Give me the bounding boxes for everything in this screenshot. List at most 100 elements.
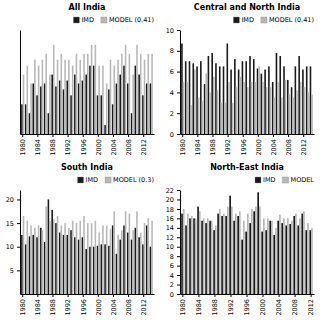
y-tick: 0 bbox=[170, 131, 180, 139]
bar bbox=[63, 235, 65, 294]
y-axis-line bbox=[180, 191, 181, 295]
bar bbox=[245, 61, 247, 134]
bar bbox=[304, 87, 306, 134]
bar bbox=[305, 230, 307, 294]
bar bbox=[38, 225, 40, 294]
bar bbox=[53, 219, 55, 294]
x-tick: 1992 bbox=[227, 294, 235, 316]
bar bbox=[108, 246, 110, 294]
y-tick: 16 bbox=[166, 215, 180, 223]
bar bbox=[225, 216, 227, 294]
bar bbox=[108, 89, 110, 134]
bar bbox=[204, 84, 206, 134]
x-tick: 1984 bbox=[34, 294, 42, 316]
y-tick-mark bbox=[177, 209, 180, 210]
bar bbox=[224, 103, 226, 134]
x-tick-mark bbox=[143, 294, 144, 297]
bar bbox=[227, 207, 229, 294]
bar bbox=[144, 60, 146, 134]
y-tick-mark bbox=[177, 51, 180, 52]
x-tick-mark bbox=[303, 134, 304, 137]
bar bbox=[203, 218, 205, 294]
bar bbox=[29, 113, 31, 134]
bar bbox=[211, 53, 213, 134]
bar bbox=[253, 211, 255, 294]
x-tick-label: 2000 bbox=[95, 139, 103, 156]
legend-item: MODEL (0.3) bbox=[105, 176, 154, 184]
x-tick-label: 2008 bbox=[125, 139, 133, 156]
bar bbox=[189, 218, 191, 294]
plot-area: 1980198419881992199620002004200820125101… bbox=[6, 191, 155, 316]
y-tick: 20 bbox=[166, 196, 180, 204]
bars bbox=[181, 44, 313, 134]
x-tick: 2004 bbox=[270, 134, 278, 156]
bars bbox=[21, 45, 153, 134]
x-tick-mark bbox=[22, 134, 23, 137]
x-tick: 2004 bbox=[275, 294, 283, 316]
bar bbox=[72, 66, 74, 134]
x-tick-label: 1988 bbox=[49, 139, 57, 156]
bar bbox=[144, 223, 146, 294]
legend-item: MODEL (0.41) bbox=[261, 16, 314, 24]
x-tick-label: 1984 bbox=[194, 139, 202, 156]
y-tick-label: 5 bbox=[10, 267, 14, 275]
bar bbox=[25, 104, 27, 134]
x-tick-label: 2004 bbox=[110, 139, 118, 156]
x-tick-mark bbox=[279, 294, 280, 297]
bar bbox=[232, 103, 234, 134]
x-tick-mark bbox=[83, 134, 84, 137]
bar bbox=[235, 214, 237, 294]
bar bbox=[79, 60, 81, 134]
bar bbox=[135, 66, 137, 134]
x-tick-mark bbox=[37, 134, 38, 137]
bar bbox=[64, 223, 66, 294]
bar bbox=[215, 63, 217, 134]
x-tick-mark bbox=[247, 294, 248, 297]
x-tick-label: 1992 bbox=[64, 139, 72, 156]
bar bbox=[97, 246, 99, 294]
x-tick: 1980 bbox=[19, 134, 27, 156]
bar bbox=[265, 230, 267, 294]
legend-swatch bbox=[283, 177, 289, 183]
bar bbox=[183, 82, 185, 134]
x-tick-label: 1996 bbox=[243, 299, 251, 316]
x-tick-mark bbox=[98, 294, 99, 297]
x-tick: 1980 bbox=[19, 294, 27, 316]
bar bbox=[95, 221, 97, 294]
x-tick: 2012 bbox=[140, 294, 148, 316]
bar bbox=[243, 221, 245, 294]
bar bbox=[68, 60, 70, 134]
figure: 198019841988199219962000200420082012All … bbox=[0, 0, 320, 320]
bar bbox=[40, 86, 42, 134]
bar bbox=[21, 235, 23, 294]
bar bbox=[187, 214, 189, 294]
bar bbox=[29, 236, 31, 294]
bar bbox=[283, 66, 285, 134]
bar bbox=[269, 221, 271, 294]
panel: 1980198419881992199620002004200820120246… bbox=[166, 163, 316, 316]
bar bbox=[228, 82, 230, 134]
bar bbox=[193, 218, 195, 294]
x-tick-mark bbox=[214, 294, 215, 297]
x-tick-label: 2008 bbox=[285, 139, 293, 156]
bar bbox=[59, 81, 61, 134]
bar bbox=[287, 218, 289, 294]
x-tick-label: 2012 bbox=[140, 139, 148, 156]
bar bbox=[40, 228, 42, 294]
legend-swatch bbox=[233, 17, 239, 23]
x-tick: 1984 bbox=[195, 294, 203, 316]
x-tick-label: 2012 bbox=[300, 139, 308, 156]
bar bbox=[79, 221, 81, 294]
y-tick-label: 14 bbox=[166, 224, 174, 232]
legend-item: IMD bbox=[73, 16, 94, 24]
x-tick-label: 1984 bbox=[34, 139, 42, 156]
x-tick: 2008 bbox=[285, 134, 293, 156]
x-tick-label: 1992 bbox=[64, 299, 72, 316]
bar bbox=[266, 87, 268, 134]
bar bbox=[271, 221, 273, 294]
y-tick: 8 bbox=[170, 47, 180, 55]
bar bbox=[151, 221, 153, 294]
bar bbox=[257, 192, 259, 294]
bar bbox=[281, 223, 283, 294]
bar bbox=[67, 81, 69, 134]
